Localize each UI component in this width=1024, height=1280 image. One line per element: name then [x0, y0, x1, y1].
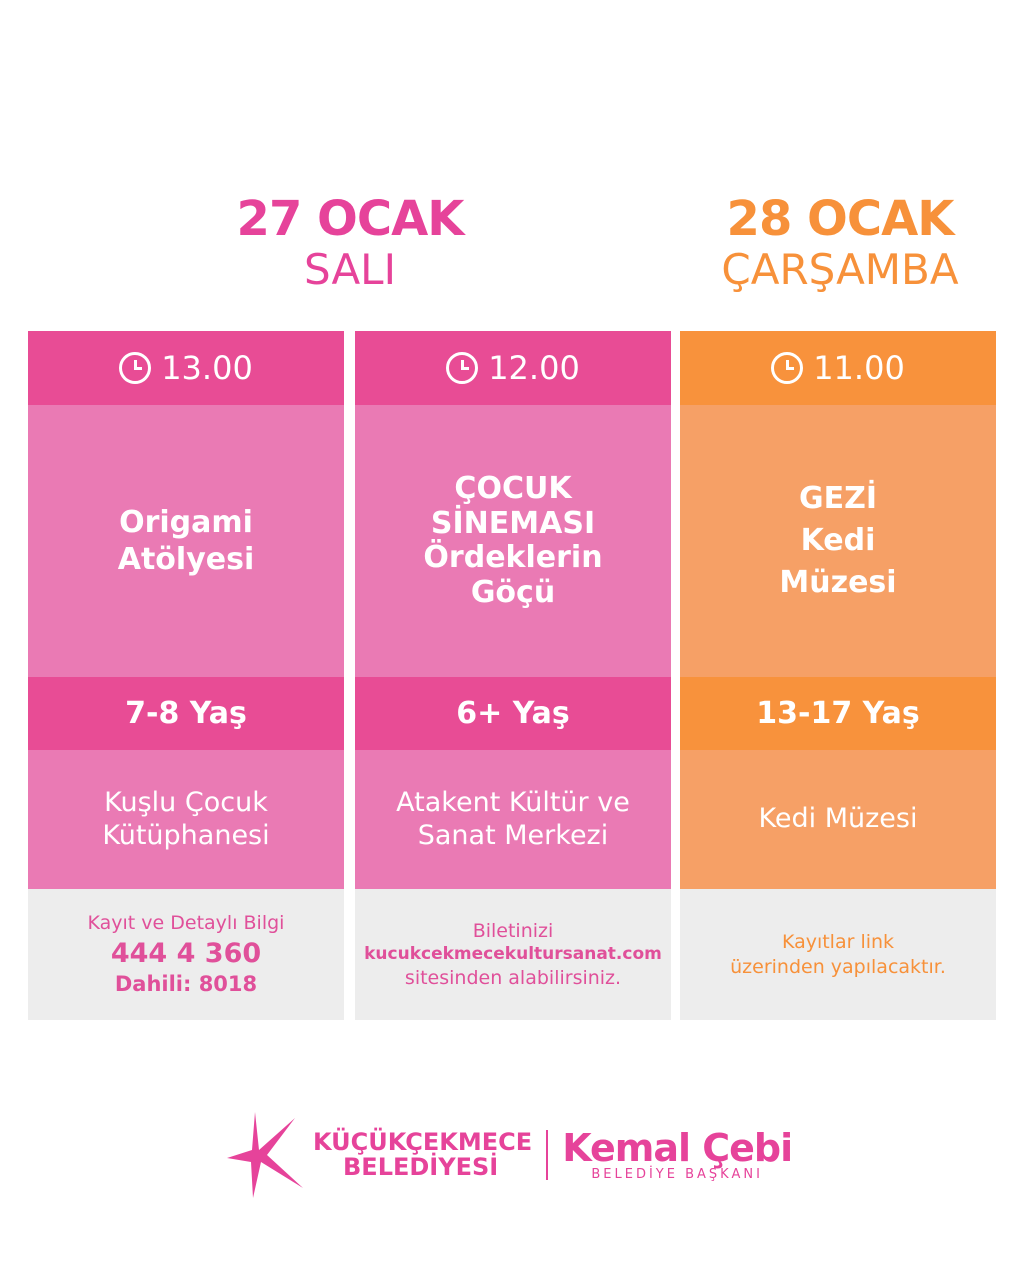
- event-time: 13.00: [28, 331, 344, 405]
- location-line: Atakent Kültür ve: [396, 787, 630, 819]
- title-line: GEZİ: [798, 481, 878, 516]
- title-line: SİNEMASI: [430, 505, 596, 541]
- location-line: Kütüphanesi: [102, 819, 270, 851]
- extension: Dahili: 8018: [114, 971, 258, 996]
- event-time: 12.00: [355, 331, 671, 405]
- mayor-title: BELEDİYE BAŞKANI: [591, 1166, 763, 1182]
- municipality-star-logo-icon: [227, 1112, 303, 1198]
- location-line: Kuşlu Çocuk: [104, 787, 268, 819]
- event-age: 13-17 Yaş: [680, 677, 996, 750]
- divider: [546, 1130, 549, 1180]
- title-line: Göçü: [470, 574, 556, 610]
- title-line: Atölyesi: [117, 542, 255, 577]
- municipality-name: KÜÇÜKÇEKMECE BELEDİYESİ: [313, 1127, 533, 1181]
- info-line: Kayıtlar link: [781, 930, 895, 953]
- event-age: 6+ Yaş: [355, 677, 671, 750]
- clock-icon: [119, 352, 152, 384]
- footer-logos: KÜÇÜKÇEKMECE BELEDİYESİ Kemal Çebi BELEDİY…: [225, 1110, 793, 1200]
- website-link[interactable]: kucukcekmecekultursanat.com: [364, 944, 662, 965]
- event-card-trip: 11.00 GEZİ Kedi Müzesi 13-17 Yaş Kedi Müze…: [680, 331, 996, 1020]
- location-line: Sanat Merkezi: [417, 819, 609, 851]
- event-info: Kayıtlar link üzerinden yapılacaktır.: [680, 889, 996, 1020]
- org-line: BELEDİYESİ: [343, 1153, 499, 1181]
- info-line: üzerinden yapılacaktır.: [730, 955, 946, 978]
- clock-icon: [771, 352, 804, 384]
- event-time: 11.00: [680, 331, 996, 405]
- date-heading-27: 27 OCAK SALI: [160, 195, 540, 291]
- event-info: Kayıt ve Detaylı Bilgi 444 4 360 Dahili: 8…: [28, 889, 344, 1020]
- weekday: ÇARŞAMBA: [721, 245, 959, 294]
- time-text: 11.00: [813, 349, 905, 387]
- title-line: ÇOCUK: [454, 471, 572, 506]
- info-line: Biletinizi: [472, 919, 554, 942]
- date-heading-28: 28 OCAK ÇARŞAMBA: [640, 195, 1024, 291]
- phone-number[interactable]: 444 4 360: [110, 937, 262, 969]
- title-line: Ördeklerin: [423, 540, 603, 575]
- time-text: 13.00: [161, 349, 253, 387]
- time-text: 12.00: [488, 349, 580, 387]
- title-line: Origami: [119, 504, 253, 540]
- event-title: GEZİ Kedi Müzesi: [680, 405, 996, 677]
- event-location: Kuşlu Çocuk Kütüphanesi: [28, 750, 344, 889]
- event-location: Atakent Kültür ve Sanat Merkezi: [355, 750, 671, 889]
- event-location: Kedi Müzesi: [680, 750, 996, 889]
- mayor-block: Kemal Çebi BELEDİYE BAŞKANI: [562, 1125, 793, 1182]
- title-line: Müzesi: [779, 565, 897, 600]
- date: 27 OCAK: [236, 191, 465, 247]
- org-line: KÜÇÜKÇEKMECE: [313, 1127, 533, 1156]
- event-title: ÇOCUK SİNEMASI Ördeklerin Göçü: [355, 405, 671, 677]
- weekday: SALI: [304, 245, 396, 294]
- mayor-name: Kemal Çebi: [562, 1125, 793, 1170]
- date: 28 OCAK: [726, 191, 955, 247]
- info-line: Kayıt ve Detaylı Bilgi: [87, 911, 285, 934]
- location-line: Kedi Müzesi: [758, 803, 918, 835]
- event-card-cinema: 12.00 ÇOCUK SİNEMASI Ördeklerin Göçü 6+ Yaş…: [355, 331, 671, 1020]
- event-card-origami: 13.00 Origami Atölyesi 7-8 Yaş Kuşlu Çocu…: [28, 331, 344, 1020]
- event-title: Origami Atölyesi: [28, 405, 344, 677]
- event-age: 7-8 Yaş: [28, 677, 344, 750]
- event-info: Biletinizi kucukcekmecekultursanat.com sit…: [355, 889, 671, 1020]
- clock-icon: [446, 352, 479, 384]
- title-line: Kedi: [800, 523, 876, 558]
- info-line: sitesinden alabilirsiniz.: [404, 966, 622, 989]
